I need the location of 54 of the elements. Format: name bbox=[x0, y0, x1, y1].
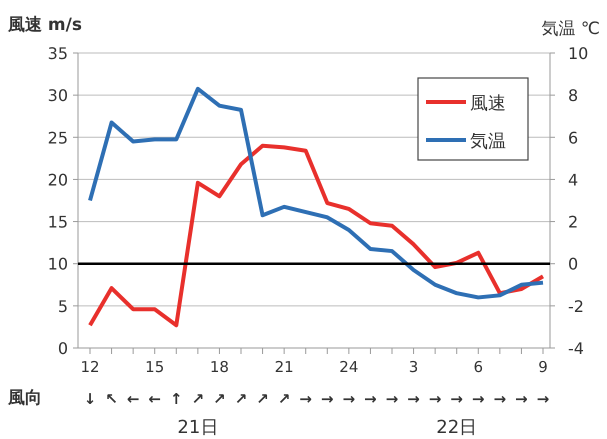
y-tick-label: 5 bbox=[58, 296, 68, 316]
text: ↓ bbox=[84, 390, 96, 408]
legend-label: 風速 bbox=[470, 93, 506, 114]
x-tick-label: 24 bbox=[339, 358, 358, 376]
text: 21日 bbox=[177, 417, 218, 438]
text: → bbox=[515, 390, 528, 408]
text: ↖ bbox=[105, 390, 118, 408]
text: → bbox=[494, 390, 506, 408]
y2-tick-label: 0 bbox=[568, 254, 578, 274]
x-tick-label: 3 bbox=[408, 358, 418, 376]
x-tick-label: 9 bbox=[538, 358, 548, 376]
x-tick-label: 15 bbox=[145, 358, 164, 376]
y2-tick-label: 8 bbox=[568, 86, 578, 106]
text: → bbox=[386, 390, 398, 408]
y-tick-label: 30 bbox=[48, 86, 68, 106]
text: → bbox=[536, 390, 550, 408]
text: → bbox=[407, 390, 420, 408]
y2-tick-label: 4 bbox=[568, 170, 578, 190]
text: → bbox=[320, 390, 334, 408]
y2-tick-label: 6 bbox=[568, 128, 578, 148]
text: → bbox=[472, 390, 485, 408]
text: 22日 bbox=[436, 417, 478, 438]
y2-tick-label: -4 bbox=[568, 339, 584, 358]
x-tick-label: 12 bbox=[80, 358, 100, 376]
text: → bbox=[428, 390, 442, 408]
x-tick-label: 6 bbox=[474, 358, 484, 376]
text: ↗ bbox=[234, 390, 248, 408]
text: ↗ bbox=[213, 390, 226, 408]
y2-tick-label: 2 bbox=[568, 212, 578, 232]
text: ↗ bbox=[278, 390, 290, 408]
y-tick-label: 35 bbox=[48, 44, 68, 63]
y2-tick-label: -2 bbox=[568, 296, 584, 316]
text: ↗ bbox=[256, 390, 269, 408]
text: 風向 bbox=[7, 388, 42, 408]
y-tick-label: 15 bbox=[48, 212, 68, 232]
y-tick-label: 10 bbox=[48, 254, 68, 274]
text: → bbox=[299, 390, 312, 408]
text: → bbox=[450, 390, 464, 408]
text: → bbox=[342, 390, 356, 408]
text: ← bbox=[126, 390, 140, 408]
y-tick-label: 0 bbox=[58, 339, 68, 358]
text: ↑ bbox=[170, 390, 183, 408]
x-tick-label: 21 bbox=[274, 358, 294, 376]
y-axis-title: 風速 m/s bbox=[7, 15, 82, 35]
x-tick-label: 18 bbox=[210, 358, 229, 376]
text: ↗ bbox=[192, 390, 204, 408]
y-tick-label: 20 bbox=[48, 170, 68, 190]
y2-axis-title: 気温 ℃ bbox=[542, 19, 600, 39]
y-tick-label: 25 bbox=[48, 128, 68, 148]
legend-label: 気温 bbox=[470, 131, 506, 152]
line-series bbox=[88, 86, 545, 300]
y2-tick-label: 10 bbox=[568, 44, 588, 63]
text: → bbox=[364, 390, 377, 408]
text: ← bbox=[148, 390, 162, 408]
